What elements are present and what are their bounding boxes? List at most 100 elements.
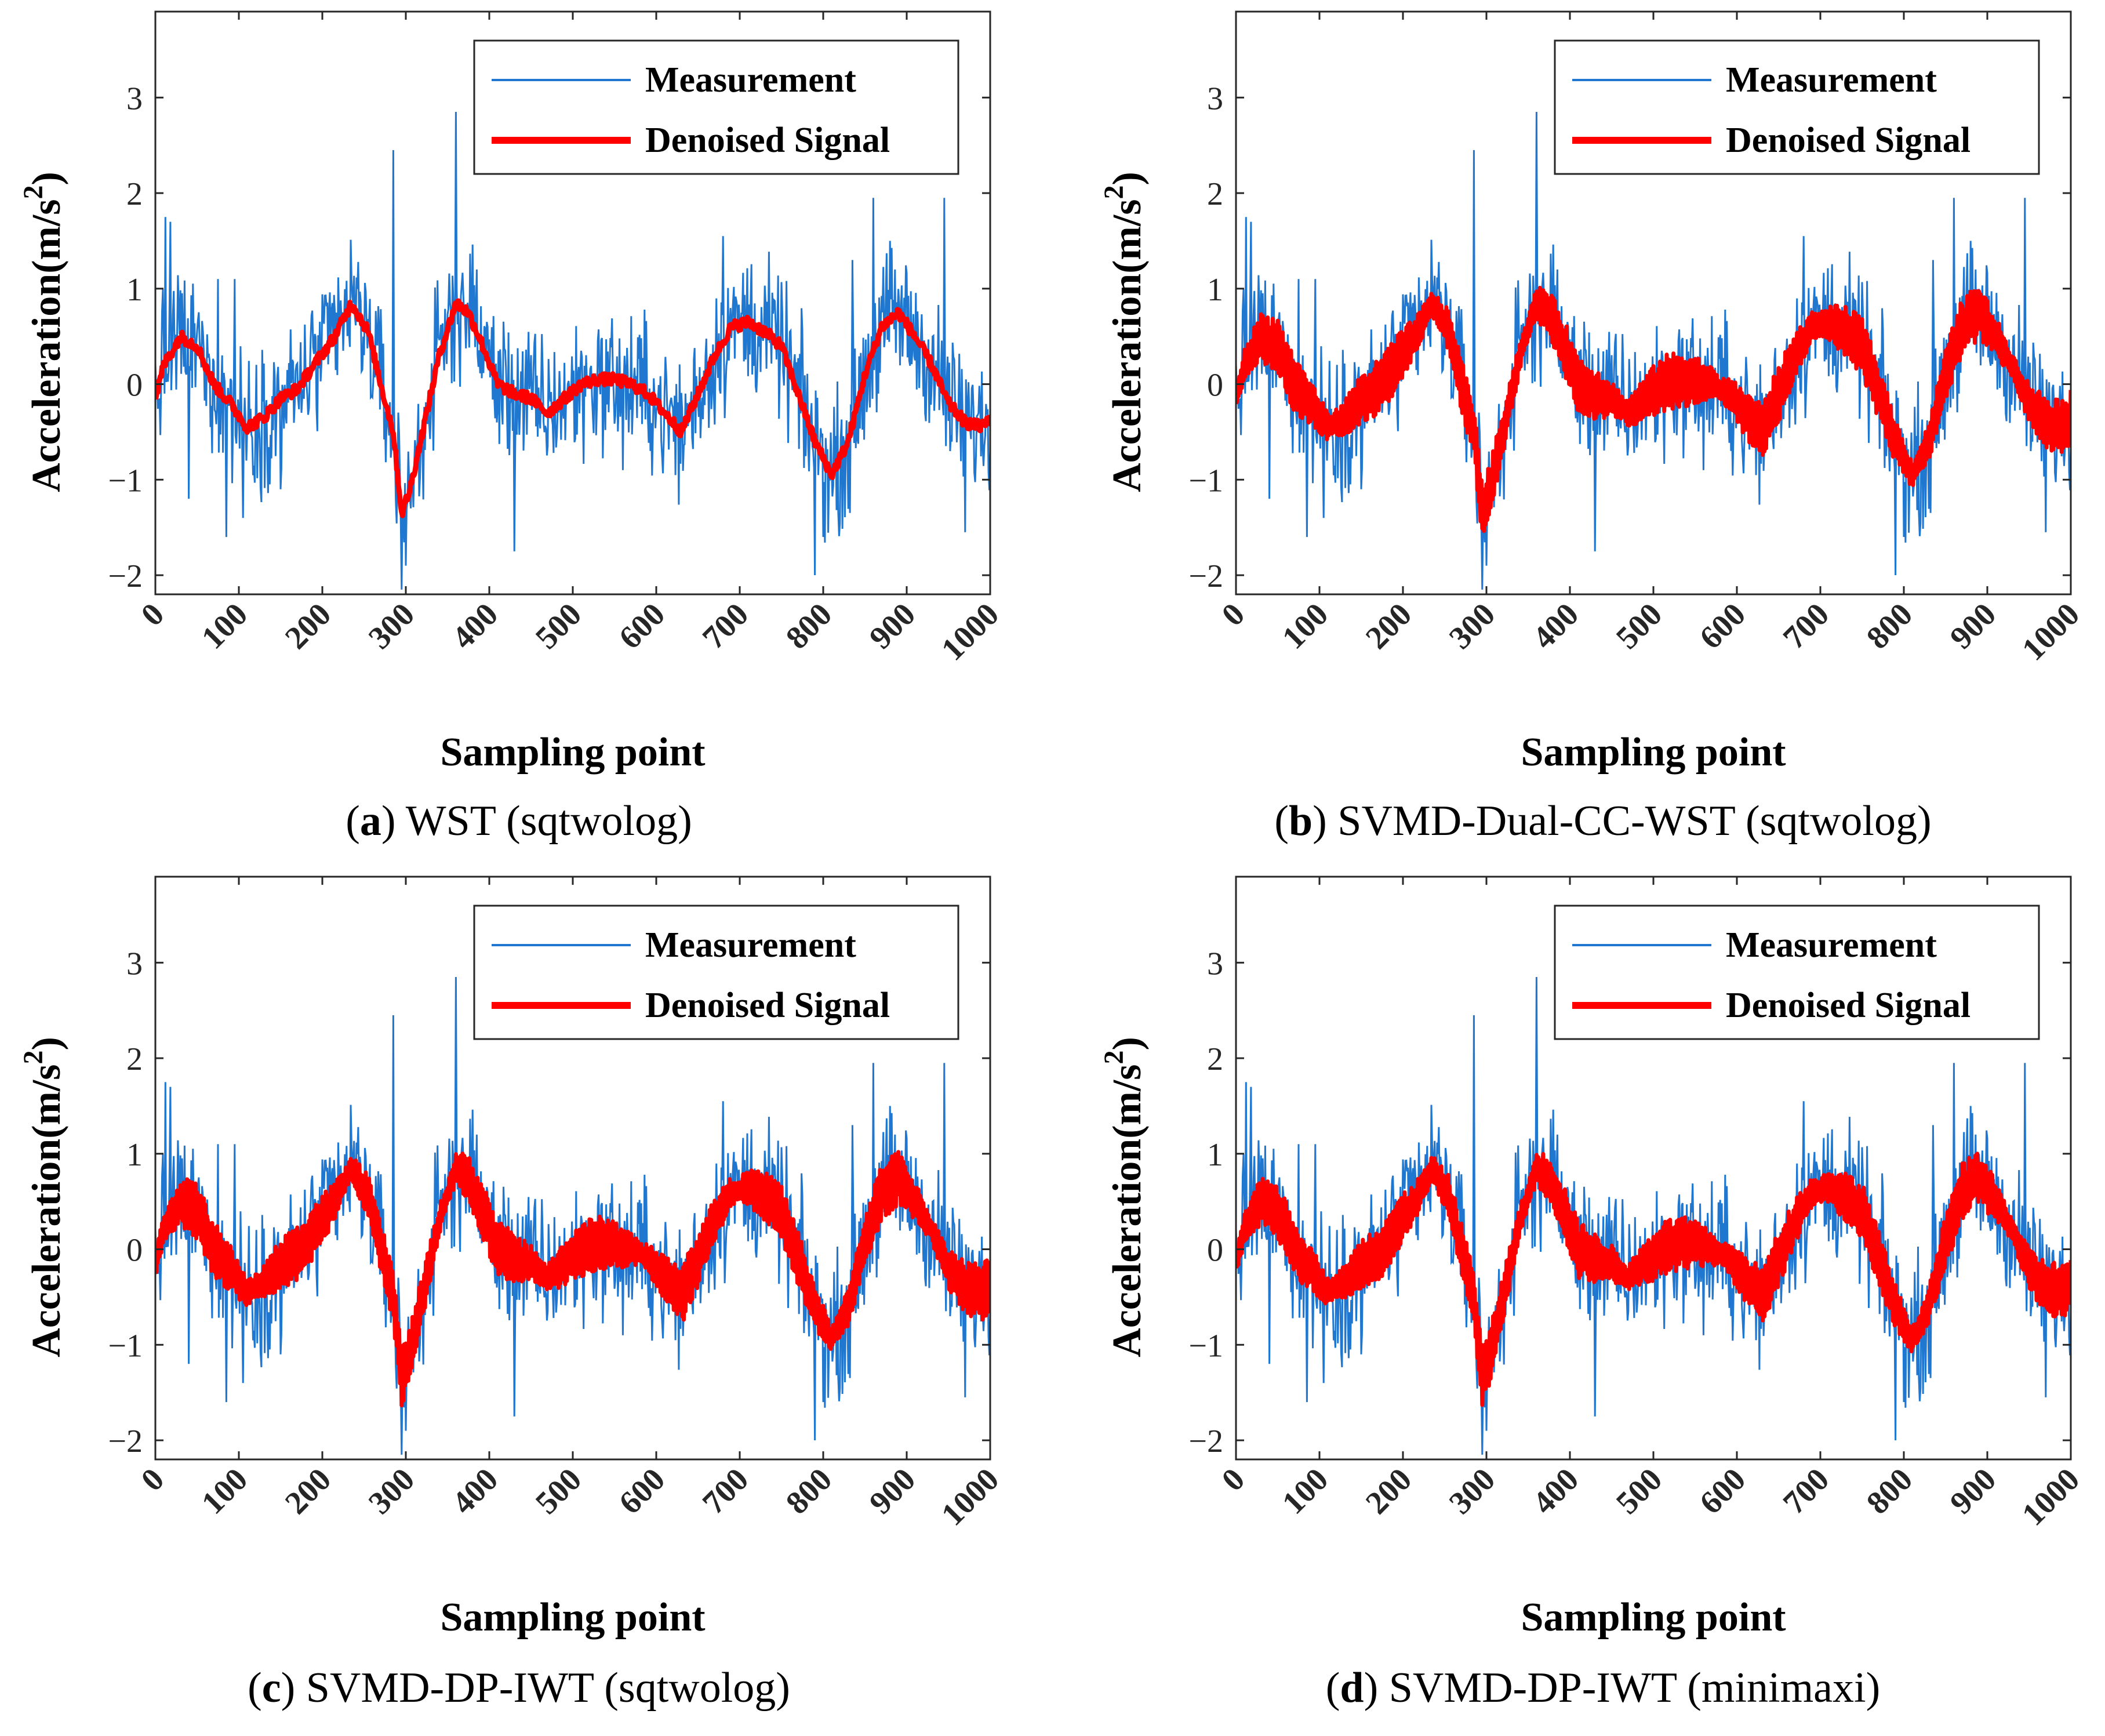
y-axis-label-sup: 2 — [1099, 185, 1129, 199]
x-tick-label: 500 — [1609, 596, 1669, 656]
legend-label-measurement: Measurement — [1726, 925, 1937, 965]
y-tick-label: 3 — [126, 81, 143, 117]
x-tick-label: 0 — [134, 596, 172, 633]
x-tick-label: 200 — [278, 1461, 338, 1521]
y-tick-label: 0 — [1207, 1233, 1223, 1269]
y-tick-label: −1 — [1188, 463, 1223, 499]
x-tick-label: 800 — [779, 1461, 839, 1521]
x-axis-label: Sampling point — [1521, 730, 1786, 775]
x-tick-label: 0 — [1215, 1461, 1252, 1498]
y-tick-label: 3 — [1207, 81, 1223, 117]
y-axis-label-main: Acceleration(m/s — [1105, 1064, 1150, 1357]
y-axis-label: Acceleration(m/s2) — [1099, 172, 1150, 492]
y-axis-label-close: ) — [24, 1037, 69, 1050]
legend-box — [473, 905, 959, 1040]
y-tick-label: −1 — [1188, 1328, 1223, 1364]
y-axis-label-sup: 2 — [1099, 1050, 1129, 1064]
panel-caption: (c) SVMD-DP-IWT (sqtwolog) — [248, 1664, 790, 1712]
x-tick-label: 200 — [1359, 596, 1419, 656]
x-axis-label: Sampling point — [440, 1595, 705, 1640]
caption-letter: a — [360, 797, 381, 845]
x-tick-label: 800 — [1860, 1461, 1919, 1521]
x-axis-label: Sampling point — [1521, 1595, 1786, 1640]
legend-label-denoised: Denoised Signal — [1726, 121, 1971, 160]
y-tick-label: 0 — [126, 1233, 143, 1269]
panel-caption: (b) SVMD-Dual-CC-WST (sqtwolog) — [1274, 797, 1931, 845]
x-tick-label: 700 — [1776, 1461, 1836, 1521]
y-tick-label: 1 — [126, 1137, 143, 1173]
y-axis-label: Acceleration(m/s2) — [18, 172, 69, 492]
y-tick-label: 0 — [126, 368, 143, 404]
denoised-line — [1236, 285, 2071, 533]
x-tick-label: 900 — [863, 1461, 922, 1521]
x-tick-label: 900 — [1943, 596, 2003, 656]
x-tick-label: 300 — [1442, 1461, 1502, 1521]
caption-open: ( — [248, 1664, 262, 1712]
legend-label-denoised: Denoised Signal — [1726, 986, 1971, 1025]
y-tick-label: −1 — [108, 463, 143, 499]
caption-open: ( — [1274, 797, 1289, 845]
chart-panel-c: −2 −1 0 1 2 3 0 100 200 300 400 500 600 700 800 900 1000… — [18, 876, 1006, 1712]
x-tick-label: 400 — [1526, 596, 1586, 656]
denoised-line — [1236, 1152, 2071, 1407]
y-tick-label: 2 — [1207, 176, 1223, 212]
y-tick-label: −2 — [108, 558, 143, 594]
x-tick-label: 600 — [1693, 596, 1753, 656]
x-tick-label: 1000 — [2015, 596, 2086, 667]
y-axis-label-close: ) — [1105, 1037, 1150, 1050]
caption-letter: d — [1340, 1664, 1364, 1712]
y-tick-label: −2 — [108, 1423, 143, 1459]
chart-panel-a: −2 −1 0 1 2 3 0 100 200 300 400 500 600 700 800 900 1000… — [18, 10, 1006, 845]
x-tick-label: 800 — [1860, 596, 1919, 656]
x-tick-label: 300 — [362, 596, 421, 656]
y-tick-label: −1 — [108, 1328, 143, 1364]
y-axis-label-main: Acceleration(m/s — [1105, 199, 1150, 492]
plot-lines — [1236, 111, 2071, 590]
caption-letter: b — [1289, 797, 1313, 845]
chart-panel-d: −2 −1 0 1 2 3 0 100 200 300 400 500 600 700 800 900 1000… — [1099, 876, 2086, 1712]
y-axis-label-sup: 2 — [18, 1050, 49, 1064]
legend-box — [473, 39, 959, 175]
panel-caption: (a) WST (sqtwolog) — [346, 797, 692, 845]
denoised-line — [155, 1150, 990, 1408]
x-tick-label: 200 — [278, 596, 338, 656]
x-tick-label: 700 — [696, 596, 755, 656]
x-tick-label: 100 — [195, 1461, 255, 1521]
y-tick-label: −2 — [1188, 558, 1223, 594]
x-tick-label: 1000 — [935, 596, 1006, 667]
x-tick-label: 1000 — [2015, 1461, 2086, 1532]
y-tick-label: −2 — [1188, 1423, 1223, 1459]
legend-label-denoised: Denoised Signal — [645, 986, 890, 1025]
y-tick-label: 3 — [1207, 946, 1223, 982]
y-tick-label: 2 — [1207, 1041, 1223, 1077]
caption-title: ) SVMD-DP-IWT (sqtwolog) — [281, 1664, 790, 1712]
caption-title: ) SVMD-DP-IWT (minimaxi) — [1364, 1664, 1881, 1712]
x-tick-label: 600 — [612, 1461, 672, 1521]
x-tick-label: 400 — [445, 596, 505, 656]
y-tick-label: 2 — [126, 1041, 143, 1077]
x-tick-label: 100 — [195, 596, 255, 656]
x-tick-label: 500 — [529, 1461, 588, 1521]
x-tick-label: 800 — [779, 596, 839, 656]
y-axis-label-sup: 2 — [18, 185, 49, 199]
x-tick-label: 900 — [1943, 1461, 2003, 1521]
x-tick-label: 500 — [529, 596, 588, 656]
y-tick-label: 3 — [126, 946, 143, 982]
x-tick-label: 600 — [612, 596, 672, 656]
x-tick-label: 400 — [1526, 1461, 1586, 1521]
plot-lines — [155, 976, 990, 1455]
x-tick-label: 0 — [1215, 596, 1252, 633]
legend-label-measurement: Measurement — [1726, 60, 1937, 100]
legend-box — [1554, 39, 2040, 175]
caption-title: ) WST (sqtwolog) — [381, 797, 692, 845]
x-tick-label: 0 — [134, 1461, 172, 1498]
caption-title: ) SVMD-Dual-CC-WST (sqtwolog) — [1313, 797, 1931, 845]
y-axis-label-main: Acceleration(m/s — [24, 199, 69, 492]
legend-label-measurement: Measurement — [645, 60, 856, 100]
y-tick-label: 1 — [126, 272, 143, 308]
caption-letter: c — [262, 1664, 281, 1712]
x-tick-label: 700 — [696, 1461, 755, 1521]
panel-caption: (d) SVMD-DP-IWT (minimaxi) — [1326, 1664, 1880, 1712]
x-tick-label: 100 — [1275, 1461, 1335, 1521]
